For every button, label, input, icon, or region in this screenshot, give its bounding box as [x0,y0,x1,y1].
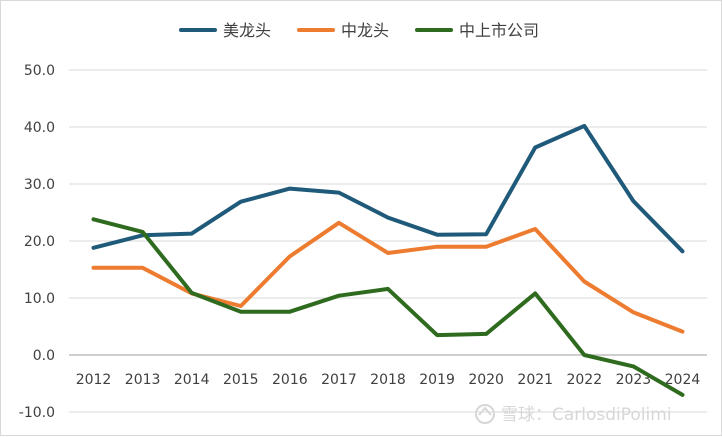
x-tick-label: 2016 [272,372,308,388]
y-tick-label: 30.0 [24,177,55,193]
y-tick-label: 0.0 [33,348,55,364]
series-lines [91,123,685,397]
x-tick-label: 2024 [665,372,701,388]
legend-label-cn-leaders: 中龙头 [341,21,389,40]
x-tick-label: 2017 [321,372,357,388]
x-tick-label: 2018 [370,372,406,388]
x-tick-label: 2022 [566,372,602,388]
legend-item-cn-leaders: 中龙头 [297,21,389,40]
x-tick-label: 2021 [517,372,553,388]
y-tick-label: 20.0 [24,234,55,250]
x-tick-label: 2012 [76,372,112,388]
legend: 美龙头 中龙头 中上市公司 [179,21,539,40]
x-tick-label: 2019 [419,372,455,388]
y-tick-label: 40.0 [24,120,55,136]
snowball-icon [475,404,495,424]
y-tick-label: -10.0 [19,405,55,421]
y-tick-label: 50.0 [24,63,55,79]
gridlines [69,69,707,413]
y-axis-ticks: 50.0 40.0 30.0 20.0 10.0 0.0 -10.0 [19,63,55,421]
series-line-1 [91,220,685,334]
legend-item-cn-listed: 中上市公司 [415,21,539,40]
x-axis-ticks: 2012 2013 2014 2015 2016 2017 2018 2019 2020 2021… [76,372,701,388]
series-line-2 [91,217,685,397]
x-tick-label: 2015 [223,372,259,388]
series-line-0 [91,123,685,254]
watermark: 雪球：CarlosdiPolimi [475,404,672,425]
watermark-text: 雪球：CarlosdiPolimi [501,405,672,425]
legend-label-us-leaders: 美龙头 [223,21,271,40]
legend-item-us-leaders: 美龙头 [179,21,271,40]
x-tick-label: 2013 [125,372,161,388]
x-tick-label: 2020 [468,372,504,388]
x-tick-label: 2014 [174,372,210,388]
legend-label-cn-listed: 中上市公司 [459,21,539,40]
x-tick-label: 2023 [616,372,652,388]
y-tick-label: 10.0 [24,291,55,307]
